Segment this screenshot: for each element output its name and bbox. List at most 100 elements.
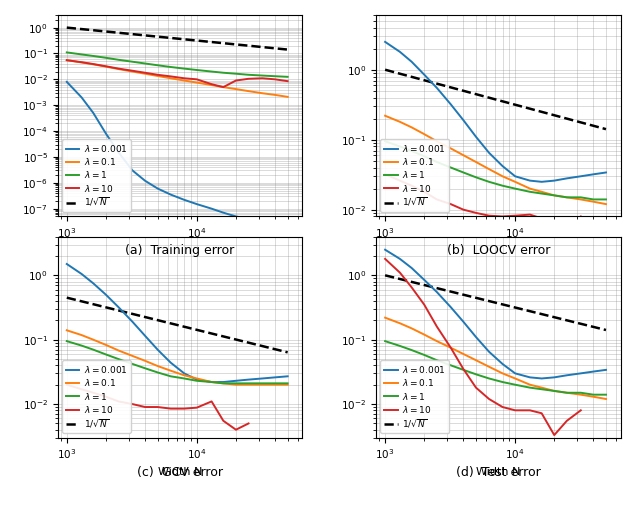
$\lambda = 1$ [526, 189, 534, 195]
$1/\sqrt{N}$ [220, 40, 227, 46]
$\lambda = 0.001$ [472, 334, 480, 340]
$\lambda = 0.001$ [115, 304, 122, 310]
$\lambda = 0.1$ [460, 351, 467, 357]
$\lambda = 0.001$ [167, 359, 175, 365]
$1/\sqrt{N}$ [193, 327, 200, 333]
$1/\sqrt{N}$ [284, 46, 291, 52]
Text: (b)  LOOCV error: (b) LOOCV error [447, 244, 550, 258]
$\lambda = 0.001$ [90, 280, 97, 287]
$\lambda = 0.001$ [244, 377, 252, 383]
$\lambda = 1$ [193, 67, 200, 73]
$\lambda = 1$ [550, 388, 558, 394]
Line: $\lambda = 0.1$: $\lambda = 0.1$ [67, 330, 287, 385]
$\lambda = 1$ [563, 390, 571, 396]
$\lambda = 10$ [90, 390, 97, 396]
$\lambda = 0.001$ [284, 223, 291, 230]
$\lambda = 1$ [550, 192, 558, 199]
$\lambda = 0.1$ [381, 315, 389, 321]
$\lambda = 0.001$ [154, 347, 161, 353]
$\lambda = 0.001$ [602, 169, 610, 176]
$\lambda = 0.001$ [271, 374, 279, 380]
$\lambda = 0.001$ [499, 163, 506, 169]
$\lambda = 10$ [167, 406, 175, 412]
$\lambda = 0.001$ [90, 110, 97, 116]
$1/\sqrt{N}$ [141, 33, 149, 39]
$\lambda = 0.1$ [420, 131, 428, 137]
$\lambda = 0.1$ [602, 396, 610, 402]
$\lambda = 10$ [472, 210, 480, 216]
$\lambda = 0.001$ [220, 379, 227, 385]
$1/\sqrt{N}$ [167, 320, 175, 326]
$\lambda = 1$ [396, 343, 404, 349]
Line: $\lambda = 0.001$: $\lambda = 0.001$ [67, 82, 287, 227]
$\lambda = 0.001$ [396, 256, 404, 262]
$1/\sqrt{N}$ [63, 295, 70, 301]
$\lambda = 1$ [408, 148, 415, 154]
$\lambda = 10$ [408, 183, 415, 189]
$\lambda = 0.001$ [208, 379, 216, 385]
Line: $1/\sqrt{N}$: $1/\sqrt{N}$ [385, 275, 606, 330]
$\lambda = 0.1$ [220, 380, 227, 386]
$\lambda = 1$ [232, 71, 240, 77]
$\lambda = 10$ [538, 410, 545, 416]
$\lambda = 1$ [193, 378, 200, 384]
$1/\sqrt{N}$ [63, 24, 70, 31]
$\lambda = 0.1$ [526, 382, 534, 388]
$\lambda = 0.001$ [408, 265, 415, 271]
$\lambda = 1$ [154, 62, 161, 68]
$\lambda = 10$ [232, 77, 240, 83]
$1/\sqrt{N}$ [396, 71, 404, 77]
$1/\sqrt{N}$ [154, 317, 161, 323]
$1/\sqrt{N}$ [447, 289, 454, 295]
$\lambda = 0.001$ [180, 197, 188, 203]
$\lambda = 0.1$ [396, 320, 404, 326]
$\lambda = 0.1$ [77, 60, 85, 66]
$\lambda = 0.1$ [499, 173, 506, 179]
$\lambda = 0.001$ [259, 219, 266, 225]
$\lambda = 1$ [90, 347, 97, 353]
$\lambda = 1$ [259, 72, 266, 78]
$\lambda = 0.001$ [232, 213, 240, 219]
$1/\sqrt{N}$ [115, 30, 122, 36]
Line: $1/\sqrt{N}$: $1/\sqrt{N}$ [67, 27, 287, 49]
$\lambda = 0.001$ [129, 167, 136, 174]
$1/\sqrt{N}$ [447, 84, 454, 91]
$1/\sqrt{N}$ [259, 44, 266, 50]
Line: $\lambda = 10$: $\lambda = 10$ [385, 259, 580, 435]
$\lambda = 1$ [167, 64, 175, 70]
$\lambda = 1$ [77, 343, 85, 349]
$\lambda = 0.1$ [259, 90, 266, 96]
$\lambda = 1$ [259, 380, 266, 386]
$\lambda = 0.001$ [141, 178, 149, 184]
$\lambda = 10$ [485, 396, 493, 402]
$1/\sqrt{N}$ [77, 298, 85, 304]
Line: $\lambda = 1$: $\lambda = 1$ [67, 52, 287, 77]
$\lambda = 0.001$ [129, 319, 136, 325]
$\lambda = 1$ [563, 194, 571, 201]
$\lambda = 1$ [129, 59, 136, 65]
$\lambda = 0.001$ [167, 191, 175, 197]
$\lambda = 0.001$ [550, 374, 558, 380]
$\lambda = 0.1$ [420, 331, 428, 337]
$\lambda = 0.001$ [271, 221, 279, 228]
$\lambda = 0.1$ [538, 385, 545, 391]
$\lambda = 0.001$ [102, 292, 109, 298]
$\lambda = 0.1$ [141, 358, 149, 364]
$1/\sqrt{N}$ [408, 74, 415, 80]
$\lambda = 1$ [244, 380, 252, 386]
$\lambda = 1$ [602, 391, 610, 398]
$\lambda = 10$ [485, 213, 493, 219]
$\lambda = 0.001$ [102, 130, 109, 136]
$\lambda = 0.1$ [129, 353, 136, 359]
$\lambda = 0.001$ [63, 261, 70, 267]
Line: $1/\sqrt{N}$: $1/\sqrt{N}$ [67, 298, 287, 352]
$\lambda = 0.1$ [485, 166, 493, 172]
$\lambda = 0.1$ [472, 357, 480, 363]
$\lambda = 0.1$ [577, 196, 584, 203]
$1/\sqrt{N}$ [129, 31, 136, 37]
$1/\sqrt{N}$ [208, 39, 216, 45]
$\lambda = 0.1$ [511, 179, 519, 185]
$\lambda = 1$ [485, 376, 493, 382]
$\lambda = 1$ [284, 74, 291, 80]
$1/\sqrt{N}$ [499, 301, 506, 307]
